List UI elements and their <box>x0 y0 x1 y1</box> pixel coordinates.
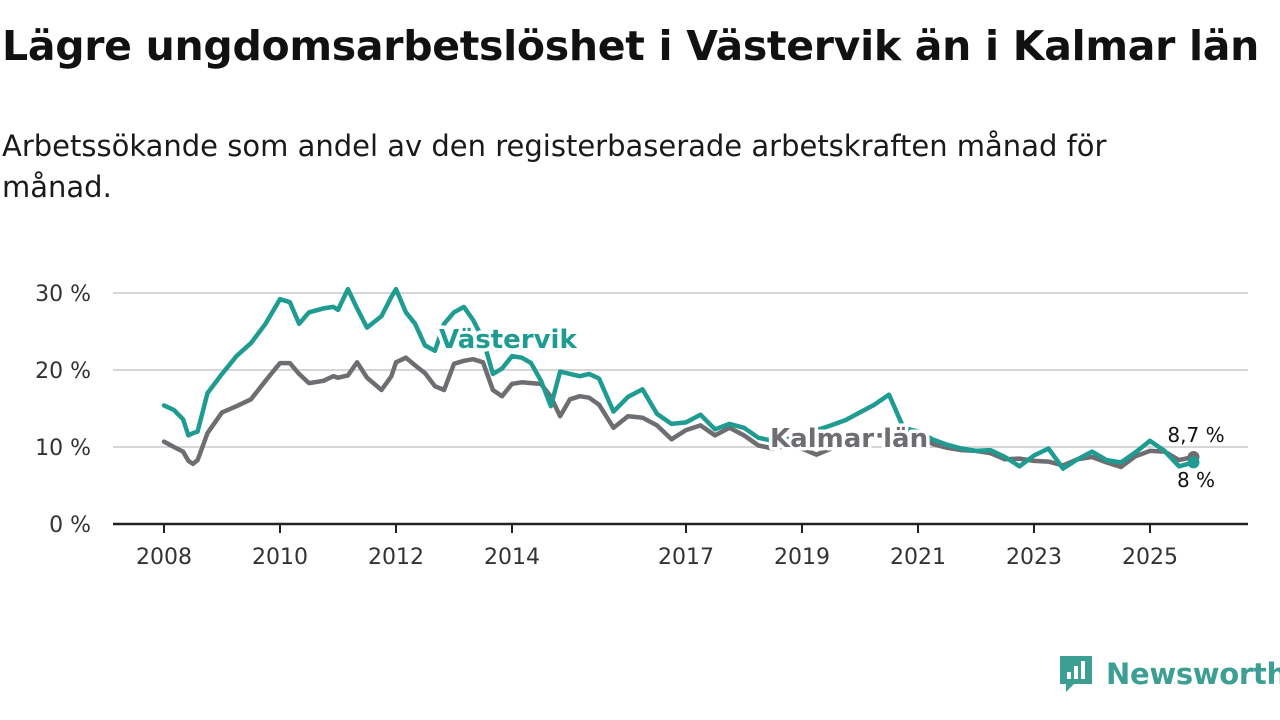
y-tick-label: 30 % <box>35 282 91 307</box>
chart-title: Lägre ungdomsarbetslöshet i Västervik än… <box>2 22 1260 70</box>
grid-lines <box>113 292 1248 448</box>
series-line-kalmar-l-n <box>161 355 1196 470</box>
newsworthy-brand: Newsworthy <box>1058 654 1280 694</box>
x-tick-label: 2023 <box>1006 545 1062 570</box>
series-label-kalmar: Kalmar län <box>770 424 928 454</box>
series-line-v-stervik <box>161 286 1196 471</box>
x-tick-label: 2017 <box>658 545 714 570</box>
series-end-point <box>1187 456 1200 469</box>
series-label-kalmar-halo: Kalmar län <box>770 424 928 454</box>
x-tick-label: 2010 <box>252 545 308 570</box>
x-tick-label: 2019 <box>774 545 830 570</box>
x-tick-label: 2008 <box>136 545 192 570</box>
series-lines <box>161 286 1200 471</box>
end-value-kalmar: 8,7 % <box>1167 423 1224 447</box>
x-tick-label: 2021 <box>890 545 946 570</box>
series-label-vastervik-halo: Västervik <box>439 325 577 355</box>
end-value-vastervik: 8 % <box>1177 468 1215 492</box>
newsworthy-logo-icon <box>1060 656 1092 692</box>
y-tick-label: 0 % <box>49 513 91 538</box>
y-tick-label: 10 % <box>35 436 91 461</box>
y-tick-label: 20 % <box>35 359 91 384</box>
series-label-vastervik: Västervik <box>439 325 577 355</box>
chart-subtitle: Arbetssökande som andel av den registerb… <box>2 129 1107 204</box>
x-axis: 0 % 10 % 20 % 30 % 2008 2010 2012 2014 2017 2019 2… <box>35 282 1248 570</box>
brand-name: Newsworthy <box>1106 657 1280 691</box>
x-tick-label: 2025 <box>1122 545 1178 570</box>
x-tick-label: 2014 <box>484 545 540 570</box>
x-tick-label: 2012 <box>368 545 424 570</box>
